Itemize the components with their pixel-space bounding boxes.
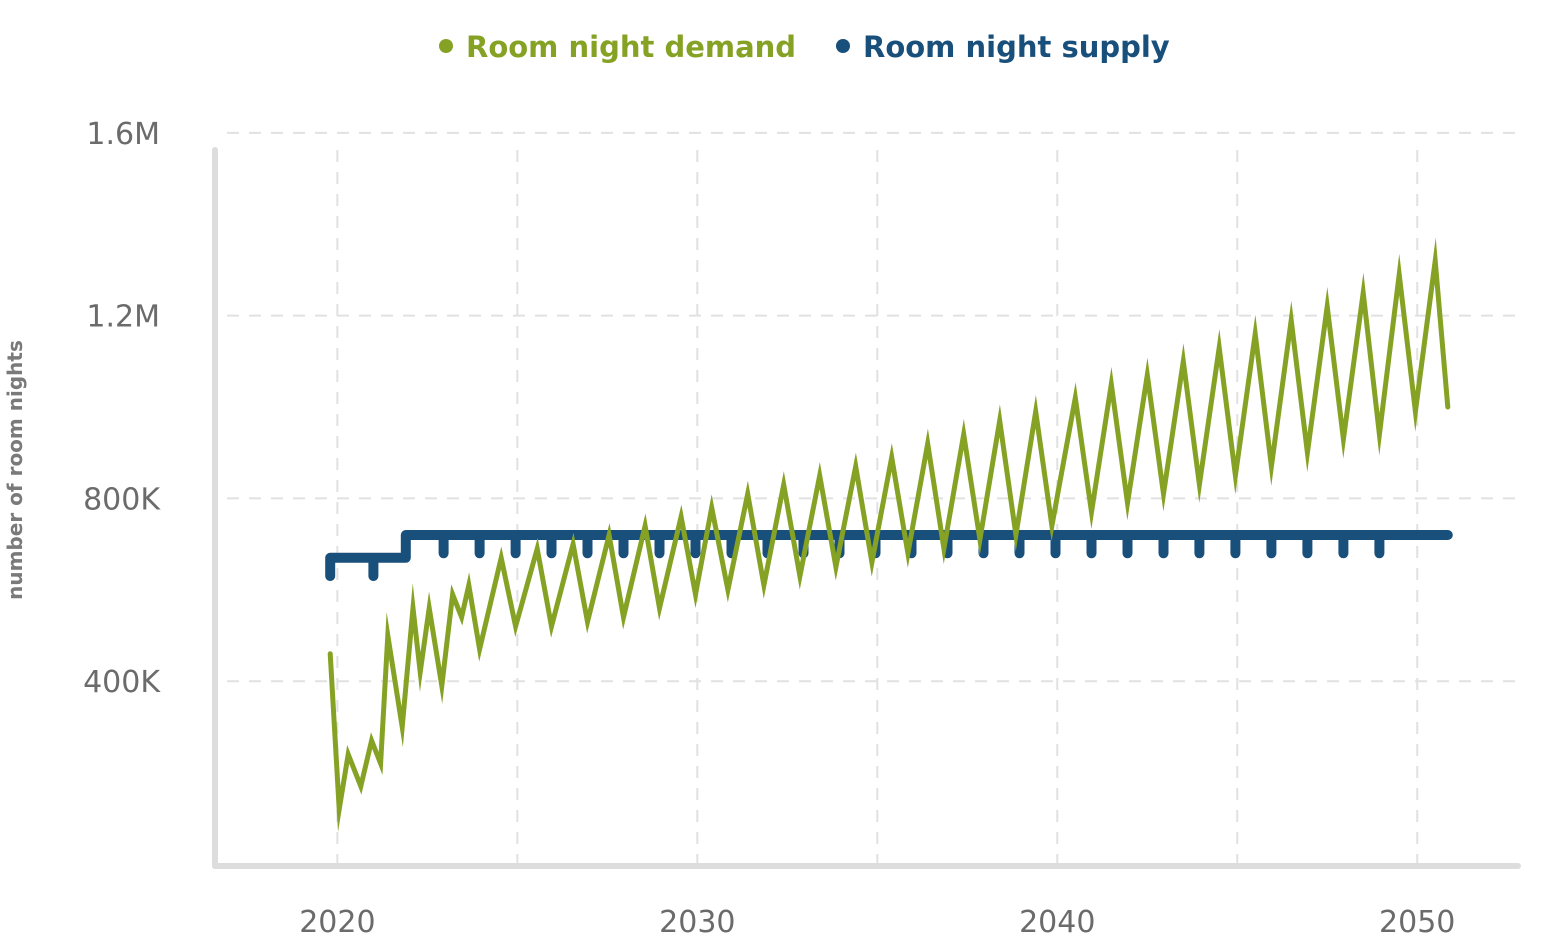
axes (212, 147, 1521, 869)
legend-item-room-night-supply[interactable]: Room night supply (836, 30, 1170, 64)
legend-label: Room night supply (863, 30, 1170, 64)
y-tick-label: 1.6M (86, 117, 160, 152)
x-tick-label: 2030 (659, 905, 735, 940)
series-line-room-night-demand (327, 237, 1451, 832)
legend-marker (439, 39, 453, 53)
y-tick-label: 800K (83, 482, 161, 517)
grid (227, 131, 1518, 864)
series-layer (325, 237, 1453, 832)
tick-labels: 400K 800K 1.2M 1.6M 2020 2030 2040 2050 (83, 117, 1455, 940)
x-tick-label: 2040 (1019, 905, 1095, 940)
y-tick-label: 400K (83, 665, 161, 700)
y-axis-title: number of room nights (3, 340, 27, 600)
x-tick-label: 2050 (1379, 905, 1455, 940)
legend-item-room-night-demand[interactable]: Room night demand (439, 30, 796, 64)
y-tick-label: 1.2M (86, 300, 160, 335)
legend-label: Room night demand (466, 30, 796, 64)
legend: Room night demand Room night supply (439, 30, 1170, 64)
x-tick-label: 2020 (299, 905, 375, 940)
legend-marker (836, 39, 850, 53)
